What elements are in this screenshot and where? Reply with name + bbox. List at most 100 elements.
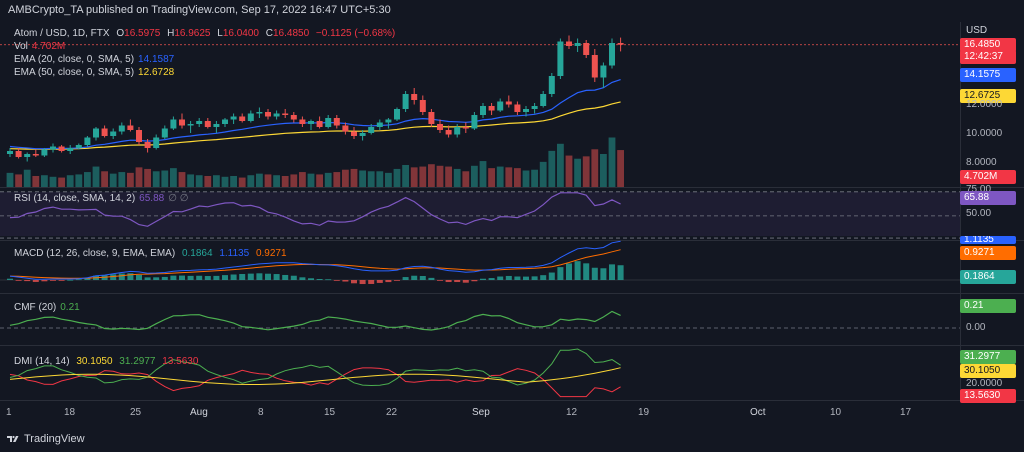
volume-bar [6,172,14,187]
cmf-label[interactable]: CMF (20) [14,302,57,313]
macd-hist-bar [170,275,177,280]
pane-separator[interactable] [0,293,1024,294]
candle [75,145,82,148]
volume-bar [221,176,229,187]
volume-bar [410,167,418,187]
ema50-value: 12.6728 [138,67,175,78]
volume-bar [230,176,237,187]
volume-bar [316,174,323,187]
volume-bar [161,170,169,187]
volume-badge: 4.702M [960,170,1016,184]
ema50-label[interactable]: EMA (50, close, 0, SMA, 5) [14,67,135,78]
macd-hist-bar [179,275,185,280]
ema20-label[interactable]: EMA (20, close, 0, SMA, 5) [14,54,135,65]
volume-bar [342,169,349,187]
candle [583,43,590,55]
pane-separator[interactable] [0,345,1024,346]
macd-hist-bar [67,279,74,281]
volume-bar [290,174,298,187]
candle [368,127,375,133]
macd-hist-bar [75,279,82,281]
macd-hist-bar [574,261,581,280]
dmi-label[interactable]: DMI (14, 14) [14,356,70,367]
macd-hist-bar [247,273,254,280]
dmi-plus-line [9,348,621,387]
tradingview-logo-icon [7,435,19,443]
volume-bar [187,174,194,187]
candle [445,130,452,135]
volume-bar [393,168,401,187]
axis-currency[interactable]: USD [966,25,988,36]
macd-label[interactable]: MACD (12, 26, close, 9, EMA, EMA) [14,248,176,259]
macd-hist-bar [411,275,418,280]
macd-chart[interactable] [0,240,960,293]
macd-hist-bar [609,264,615,280]
macd-hist-bar [204,276,211,280]
macd-hist-bar [394,280,400,281]
ohlc-low-label: L [217,28,223,39]
candle [540,94,547,106]
volume-bar [505,167,513,187]
cmf-badge: 0.21 [960,299,1016,313]
vol-label[interactable]: Vol [14,41,28,52]
dmi-minus-value: 13.5630 [162,356,199,367]
x-tick: 17 [900,407,912,418]
dmi-tick: 20.0000 [966,378,1003,389]
candle [454,127,461,135]
candle [110,131,117,136]
x-tick: 10 [830,407,842,418]
price-chart[interactable] [0,22,960,187]
ohlc-high: 16.9625 [174,28,211,39]
volume-bar [617,150,624,187]
candle [213,124,220,127]
macd-hist-bar [127,273,134,280]
tradingview-footer[interactable]: TradingView [6,433,85,445]
volume-bar [32,176,40,187]
volume-bar [127,172,134,187]
macd-hist-bar [428,277,435,280]
rsi-chart[interactable] [0,187,960,240]
rsi-tick-50: 50.00 [966,208,992,219]
x-tick: 12 [566,407,578,418]
macd-hist-bar [58,280,65,281]
rsi-legend: RSI (14, close, SMA, 14, 2) 65.88 ∅ ∅ [14,193,192,204]
candle [566,41,572,46]
dmi-adx-value: 30.1050 [76,356,113,367]
macd-hist-bar [419,275,426,280]
volume-bar [479,161,487,187]
volume-bar [522,170,530,187]
macd-hist-bar [548,272,555,280]
candle [222,119,228,124]
candle [84,137,91,145]
volume-bar [471,165,478,187]
pane-separator[interactable] [0,400,1024,401]
macd-hist-bar [32,280,39,282]
pane-separator[interactable] [0,187,1024,188]
pane-separator[interactable] [0,240,1024,241]
rsi-label[interactable]: RSI (14, close, SMA, 14, 2) [14,193,136,204]
macd-hist-bar [583,263,590,280]
volume-bar [281,176,289,187]
candle [574,43,581,46]
candle [402,94,409,109]
volume-bar [238,177,246,187]
dmi-chart[interactable] [0,345,960,400]
macd-hist-bar [325,279,332,281]
volume-bar [307,173,315,187]
x-tick: Sep [472,407,490,418]
x-tick: Aug [190,407,208,418]
candle [376,122,383,127]
volume-bar [557,143,564,187]
symbol-label[interactable]: Atom / USD, 1D, FTX [14,28,110,39]
volume-bar [419,166,427,187]
candle [600,65,607,78]
volume-bar [428,164,435,187]
macd-hist-bar [273,274,280,280]
ohlc-low: 16.0400 [222,28,259,39]
volume-bar [66,175,74,187]
candle [187,124,194,126]
ema20-line [9,79,621,150]
dmi-legend: DMI (14, 14) 30.1050 31.2977 13.5630 [14,356,202,367]
cmf-chart[interactable] [0,293,960,345]
cmf-zero-tick: 0.00 [966,322,986,333]
